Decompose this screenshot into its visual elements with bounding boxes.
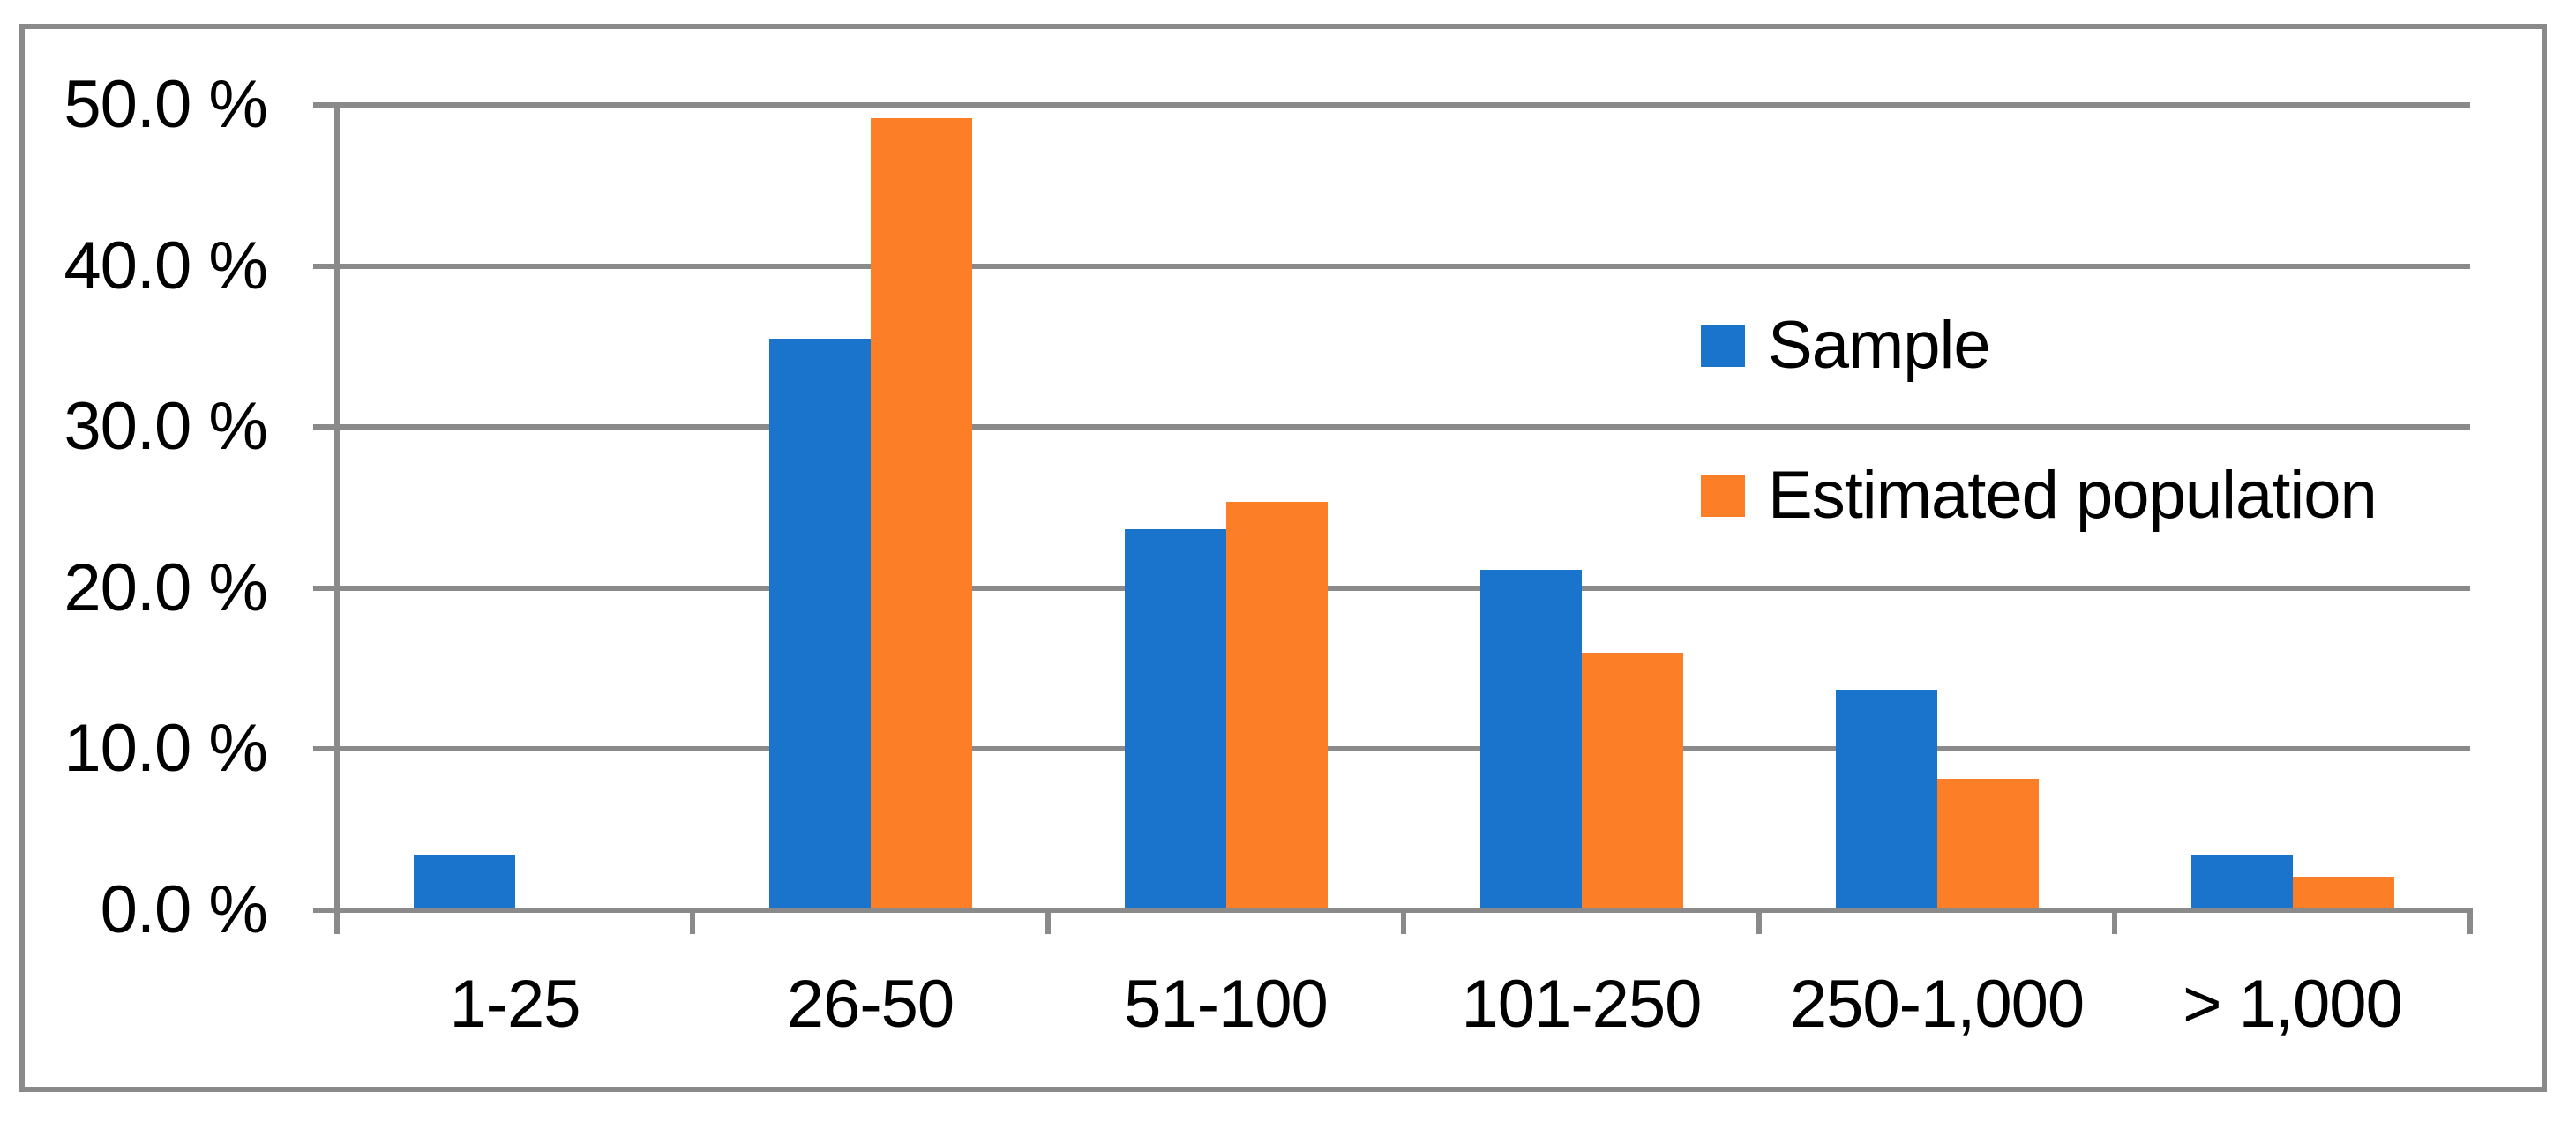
bar-sample-2 bbox=[768, 339, 871, 908]
y-axis-tick-label: 30.0 % bbox=[64, 389, 268, 465]
x-axis-tick bbox=[2112, 908, 2117, 934]
y-axis-tick-label: 40.0 % bbox=[64, 228, 268, 303]
x-axis-category-label: 1-25 bbox=[449, 967, 580, 1042]
y-axis-tick-label: 10.0 % bbox=[64, 711, 268, 787]
bar-sample-5 bbox=[1835, 690, 1937, 908]
gridline bbox=[313, 102, 2470, 108]
x-axis-category-label: > 1,000 bbox=[2183, 967, 2403, 1042]
x-axis-category-label: 101-250 bbox=[1461, 967, 1703, 1042]
bar-estimated-population-2 bbox=[870, 118, 972, 908]
chart-outer-border bbox=[19, 24, 2547, 1092]
gridline bbox=[313, 424, 2470, 430]
bar-sample-3 bbox=[1124, 528, 1226, 908]
legend-label-sample: Sample bbox=[1768, 308, 1991, 383]
bar-sample-1 bbox=[413, 854, 515, 908]
x-axis-line bbox=[313, 908, 2470, 913]
bar-sample-4 bbox=[1479, 569, 1582, 908]
bar-estimated-population-5 bbox=[1936, 778, 2039, 908]
legend-label-estimated-population: Estimated population bbox=[1768, 458, 2378, 533]
y-axis-tick-label: 20.0 % bbox=[64, 550, 268, 625]
x-axis-tick bbox=[1756, 908, 1762, 934]
y-axis-tick-label: 50.0 % bbox=[64, 67, 268, 142]
x-axis-category-label: 250-1,000 bbox=[1789, 967, 2085, 1042]
x-axis-tick bbox=[1045, 908, 1051, 934]
bar-estimated-population-6 bbox=[2292, 877, 2394, 908]
x-axis-tick bbox=[2467, 908, 2473, 934]
bar-estimated-population-3 bbox=[1225, 501, 1328, 908]
gridline bbox=[313, 263, 2470, 269]
bar-estimated-population-4 bbox=[1581, 653, 1683, 908]
gridline bbox=[313, 746, 2470, 752]
bar-sample-6 bbox=[2190, 854, 2293, 908]
x-axis-tick bbox=[1401, 908, 1406, 934]
legend-swatch-sample bbox=[1701, 325, 1745, 367]
x-axis-category-label: 51-100 bbox=[1124, 967, 1329, 1042]
legend-swatch-estimated-population bbox=[1701, 475, 1745, 517]
y-axis-line bbox=[334, 102, 340, 934]
gridline bbox=[313, 585, 2470, 591]
y-axis-tick-label: 0.0 % bbox=[100, 872, 268, 947]
x-axis-category-label: 26-50 bbox=[786, 967, 955, 1042]
x-axis-tick bbox=[690, 908, 695, 934]
